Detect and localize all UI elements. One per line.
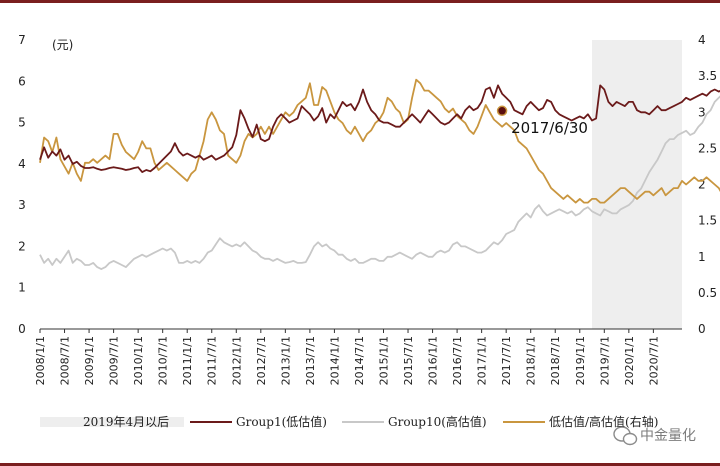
x-tick-label: 2015/1/1 <box>377 336 390 385</box>
x-tick-label: 2016/1/1 <box>427 336 440 385</box>
series-line-ratio <box>39 78 720 204</box>
y-left-tick-label: 2 <box>18 239 26 253</box>
y-right-tick-label: 0.5 <box>698 286 717 300</box>
annotation-marker <box>496 105 508 117</box>
y-right-tick-label: 1.5 <box>698 214 717 228</box>
y-left-tick-label: 3 <box>18 198 26 212</box>
y-right-tick-label: 4 <box>698 33 706 47</box>
y-right-tick-label: 0 <box>698 322 706 336</box>
x-tick-label: 2014/7/1 <box>353 336 366 385</box>
y-left-tick-label: 1 <box>18 281 26 295</box>
x-tick-label: 2014/1/1 <box>328 336 341 385</box>
wechat-icon <box>613 426 638 446</box>
legend-label-ratio: 低估值/高估值(右轴) <box>549 414 658 429</box>
x-tick-label: 2017/1/1 <box>476 336 489 385</box>
x-tick-label: 2008/1/1 <box>34 336 47 385</box>
annotation: 2017/6/30 <box>496 105 588 137</box>
annotation-label: 2017/6/30 <box>511 119 588 137</box>
y-right-tick-label: 2 <box>698 178 706 192</box>
x-tick-label: 2015/7/1 <box>402 336 415 385</box>
y-right-tick-label: 3.5 <box>698 69 717 83</box>
series-line-group1 <box>39 84 720 174</box>
right-y-axis: 0 0.5 1 1.5 2 2.5 3 3.5 4 <box>698 33 717 336</box>
y-left-tick-label: 4 <box>18 157 26 171</box>
y-right-tick-label: 1 <box>698 250 706 264</box>
legend-label-group1: Group1(低估值) <box>236 414 327 429</box>
x-tick-label: 2019/7/1 <box>598 336 611 385</box>
x-tick-label: 2012/1/1 <box>230 336 243 385</box>
y-right-tick-label: 2.5 <box>698 141 717 155</box>
x-tick-label: 2018/7/1 <box>549 336 562 385</box>
x-tick-label: 2018/1/1 <box>525 336 538 385</box>
left-axis-unit-label: (元) <box>52 38 73 52</box>
legend: 2019年4月以后 Group1(低估值) Group10(高估值) 低估值/高… <box>40 414 658 429</box>
y-right-tick-label: 3 <box>698 105 706 119</box>
x-tick-label: 2010/1/1 <box>132 336 145 385</box>
legend-swatch-shaded-period <box>40 417 184 427</box>
watermark-text: 中金量化 <box>640 428 696 444</box>
y-left-tick-label: 0 <box>18 322 26 336</box>
series-lines <box>39 78 720 271</box>
x-tick-label: 2020/1/1 <box>623 336 636 385</box>
left-y-axis: 0 1 2 3 4 5 6 7 <box>18 33 26 336</box>
x-tick-label: 2019/1/1 <box>574 336 587 385</box>
x-tick-label: 2011/7/1 <box>206 336 219 385</box>
y-left-tick-label: 7 <box>18 33 26 47</box>
x-tick-label: 2009/7/1 <box>108 336 121 385</box>
y-left-tick-label: 5 <box>18 116 26 130</box>
watermark: 中金量化 <box>613 426 696 446</box>
y-left-tick-label: 6 <box>18 74 26 88</box>
x-tick-label: 2009/1/1 <box>83 336 96 385</box>
x-tick-label: 2012/7/1 <box>255 336 268 385</box>
shaded-period-region <box>592 40 682 329</box>
series-line-group10 <box>39 95 720 271</box>
x-axis-ticks: 2008/1/1 2008/7/1 2009/1/1 2009/7/1 2010/1/1… <box>34 329 660 385</box>
legend-label-group10: Group10(高估值) <box>388 414 487 429</box>
x-tick-label: 2013/7/1 <box>304 336 317 385</box>
x-tick-label: 2020/7/1 <box>647 336 660 385</box>
legend-label-shaded-period: 2019年4月以后 <box>83 415 169 429</box>
x-tick-label: 2008/7/1 <box>59 336 72 385</box>
x-tick-label: 2011/1/1 <box>181 336 194 385</box>
x-tick-label: 2010/7/1 <box>157 336 170 385</box>
x-tick-label: 2013/1/1 <box>279 336 292 385</box>
x-tick-label: 2016/7/1 <box>451 336 464 385</box>
x-tick-label: 2017/7/1 <box>500 336 513 385</box>
